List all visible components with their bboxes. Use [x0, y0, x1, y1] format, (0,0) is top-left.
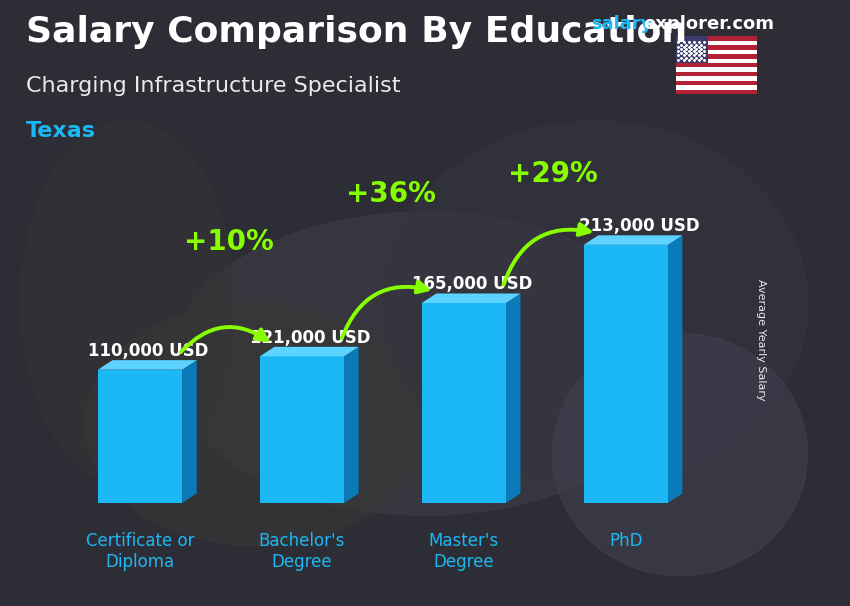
Bar [676, 36, 756, 41]
Text: Average Yearly Salary: Average Yearly Salary [756, 279, 766, 400]
Polygon shape [260, 347, 359, 356]
Text: +10%: +10% [184, 228, 274, 256]
Bar [676, 85, 756, 90]
Bar [676, 41, 756, 45]
Bar [676, 45, 756, 50]
Bar [98, 370, 182, 503]
Bar [676, 90, 756, 94]
Bar [676, 36, 708, 63]
Text: PhD: PhD [609, 532, 643, 550]
Polygon shape [344, 347, 359, 503]
Text: 213,000 USD: 213,000 USD [579, 217, 700, 235]
Text: Certificate or
Diploma: Certificate or Diploma [86, 532, 195, 571]
Bar [676, 76, 756, 81]
Text: Texas: Texas [26, 121, 95, 141]
Bar [676, 81, 756, 85]
Ellipse shape [21, 121, 234, 485]
Ellipse shape [170, 212, 680, 515]
Bar [676, 54, 756, 59]
Bar [676, 63, 756, 67]
Ellipse shape [382, 121, 808, 485]
Polygon shape [506, 293, 520, 503]
Bar [676, 72, 756, 76]
Bar [676, 67, 756, 72]
Polygon shape [668, 235, 683, 503]
Text: +29%: +29% [508, 160, 598, 188]
Bar [260, 356, 344, 503]
Polygon shape [98, 360, 196, 370]
Text: explorer.com: explorer.com [643, 15, 774, 33]
Bar [584, 245, 668, 503]
Polygon shape [584, 235, 683, 245]
Text: 110,000 USD: 110,000 USD [88, 342, 208, 360]
Ellipse shape [85, 303, 425, 545]
Bar [676, 50, 756, 54]
Text: Master's
Degree: Master's Degree [428, 532, 499, 571]
Text: salary: salary [591, 15, 652, 33]
Text: 121,000 USD: 121,000 USD [250, 328, 371, 347]
Ellipse shape [552, 333, 808, 576]
Bar [422, 303, 506, 503]
Text: Charging Infrastructure Specialist: Charging Infrastructure Specialist [26, 76, 400, 96]
Polygon shape [422, 293, 520, 303]
Text: Bachelor's
Degree: Bachelor's Degree [258, 532, 345, 571]
Polygon shape [182, 360, 196, 503]
Text: Salary Comparison By Education: Salary Comparison By Education [26, 15, 687, 49]
Bar [676, 59, 756, 63]
Text: 165,000 USD: 165,000 USD [412, 275, 532, 293]
Text: +36%: +36% [346, 180, 436, 208]
